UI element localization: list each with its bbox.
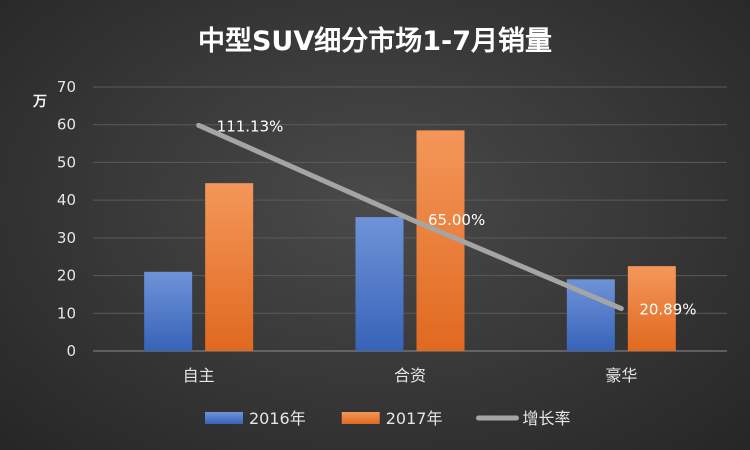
legend-label: 2016年 bbox=[249, 409, 306, 428]
legend-swatch-2017年 bbox=[341, 412, 380, 424]
x-tick-label: 自主 bbox=[183, 366, 215, 385]
y-tick-label: 30 bbox=[57, 229, 76, 247]
x-tick-label: 合资 bbox=[394, 366, 426, 385]
y-axis-label: 万 bbox=[32, 94, 47, 110]
y-tick-label: 10 bbox=[57, 304, 76, 322]
bar-2016年-自主 bbox=[144, 271, 193, 351]
y-tick-label: 70 bbox=[57, 78, 76, 96]
growth-label: 20.89% bbox=[639, 301, 696, 319]
bars bbox=[144, 130, 676, 351]
bar-2017年-豪华 bbox=[627, 266, 676, 351]
growth-label: 111.13% bbox=[217, 117, 284, 135]
x-tick-label: 豪华 bbox=[605, 366, 637, 385]
growth-rate-line bbox=[196, 122, 624, 312]
bar-2016年-合资 bbox=[355, 217, 404, 351]
y-tick-label: 20 bbox=[57, 267, 76, 285]
growth-label: 65.00% bbox=[428, 211, 485, 229]
legend: 2016年 2017年 增长率 bbox=[205, 409, 570, 428]
growth-labels: 111.13% 65.00% 20.89% bbox=[217, 117, 697, 318]
chart-title: 中型SUV细分市场1-7月销量 bbox=[198, 25, 552, 57]
y-tick-label: 60 bbox=[57, 116, 76, 134]
y-axis: 0 10 20 30 40 50 60 70 bbox=[57, 78, 76, 360]
x-axis: 自主 合资 豪华 bbox=[183, 366, 638, 385]
legend-swatch-2016年 bbox=[205, 412, 243, 424]
legend-label: 增长率 bbox=[522, 409, 570, 428]
growth-line bbox=[196, 122, 624, 312]
y-tick-label: 50 bbox=[57, 153, 76, 171]
legend-label: 2017年 bbox=[386, 409, 443, 428]
y-tick-label: 40 bbox=[57, 191, 76, 209]
bar-2017年-自主 bbox=[205, 183, 254, 351]
y-tick-label: 0 bbox=[66, 342, 76, 360]
